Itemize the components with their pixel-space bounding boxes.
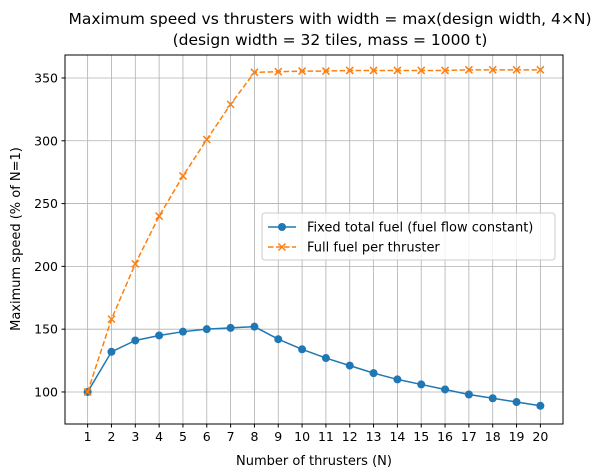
data-point bbox=[345, 361, 354, 370]
data-point bbox=[178, 171, 187, 180]
x-tick-label: 13 bbox=[366, 429, 382, 444]
data-point bbox=[488, 65, 497, 74]
data-point bbox=[274, 67, 283, 76]
data-point bbox=[369, 66, 378, 75]
x-tick-label: 11 bbox=[318, 429, 334, 444]
y-tick-label: 200 bbox=[34, 259, 58, 274]
data-point bbox=[417, 66, 426, 75]
x-tick-label: 17 bbox=[461, 429, 477, 444]
data-point bbox=[536, 401, 545, 410]
x-tick-label: 15 bbox=[413, 429, 429, 444]
legend-marker-fixed-fuel bbox=[278, 223, 286, 231]
x-tick-label: 2 bbox=[107, 429, 115, 444]
data-point bbox=[131, 336, 140, 345]
series-layer bbox=[83, 65, 545, 410]
x-tick-label: 10 bbox=[294, 429, 310, 444]
y-tick-label: 300 bbox=[34, 133, 58, 148]
y-tick-label: 150 bbox=[34, 322, 58, 337]
chart-title: Maximum speed vs thrusters with width = … bbox=[69, 10, 592, 28]
data-point bbox=[488, 394, 497, 403]
x-tick-label: 4 bbox=[155, 429, 163, 444]
x-tick-label: 8 bbox=[250, 429, 258, 444]
ticks: 1 2 3 4 5 6 7 8 9 10 11 12 13 14 15 16 17 18 19 20100150200… bbox=[34, 70, 548, 444]
x-tick-label: 6 bbox=[203, 429, 211, 444]
data-point bbox=[250, 322, 259, 331]
data-point bbox=[441, 385, 450, 394]
data-point bbox=[298, 345, 307, 354]
legend-box bbox=[261, 212, 556, 261]
x-tick-label: 18 bbox=[485, 429, 501, 444]
y-axis-label: Maximum speed (% of N=1) bbox=[9, 147, 24, 331]
data-point bbox=[512, 398, 521, 407]
y-tick-label: 100 bbox=[34, 384, 58, 399]
legend-label-fixed-fuel: Fixed total fuel (fuel flow constant) bbox=[307, 221, 533, 236]
data-point bbox=[321, 67, 330, 76]
data-point bbox=[417, 380, 426, 389]
x-tick-label: 1 bbox=[84, 429, 92, 444]
data-point bbox=[369, 369, 378, 378]
data-point bbox=[83, 387, 92, 397]
x-tick-label: 14 bbox=[389, 429, 405, 444]
data-point bbox=[131, 259, 140, 268]
data-point bbox=[464, 65, 473, 74]
data-point bbox=[464, 390, 473, 399]
data-point bbox=[512, 65, 521, 74]
data-point bbox=[250, 68, 259, 77]
legend-label-full-fuel: Full fuel per thruster bbox=[307, 241, 440, 256]
x-tick-label: 19 bbox=[509, 429, 525, 444]
series-line bbox=[86, 69, 541, 393]
data-point bbox=[274, 335, 283, 344]
data-point bbox=[226, 100, 235, 109]
data-point bbox=[298, 67, 307, 76]
data-point bbox=[345, 66, 354, 75]
legend: Fixed total fuel (fuel flow constant) Fu… bbox=[261, 212, 556, 261]
data-point bbox=[202, 135, 211, 144]
data-point bbox=[321, 354, 330, 363]
x-tick-label: 3 bbox=[131, 429, 139, 444]
series-line bbox=[86, 325, 541, 407]
data-point bbox=[202, 325, 211, 334]
x-tick-label: 12 bbox=[342, 429, 358, 444]
data-point bbox=[155, 212, 164, 221]
y-tick-label: 250 bbox=[34, 196, 58, 211]
x-tick-label: 9 bbox=[274, 429, 282, 444]
data-point bbox=[178, 327, 187, 336]
series-fixed-total-fuel bbox=[83, 322, 545, 410]
series-full-fuel-per-thruster bbox=[83, 65, 545, 397]
data-point bbox=[107, 315, 116, 324]
x-tick-label: 16 bbox=[437, 429, 453, 444]
legend-marker-full-fuel bbox=[277, 242, 287, 252]
plot-frame bbox=[64, 54, 564, 425]
x-tick-label: 20 bbox=[532, 429, 548, 444]
data-point bbox=[107, 347, 116, 356]
data-point bbox=[155, 331, 164, 340]
data-point bbox=[441, 66, 450, 75]
y-tick-label: 350 bbox=[34, 70, 58, 85]
data-point bbox=[226, 323, 235, 332]
x-tick-label: 5 bbox=[179, 429, 187, 444]
data-point bbox=[393, 375, 402, 384]
data-point bbox=[393, 66, 402, 75]
chart-subtitle: (design width = 32 tiles, mass = 1000 t) bbox=[173, 31, 488, 49]
x-tick-label: 7 bbox=[227, 429, 235, 444]
x-axis-label: Number of thrusters (N) bbox=[236, 454, 392, 469]
data-point bbox=[536, 65, 545, 74]
